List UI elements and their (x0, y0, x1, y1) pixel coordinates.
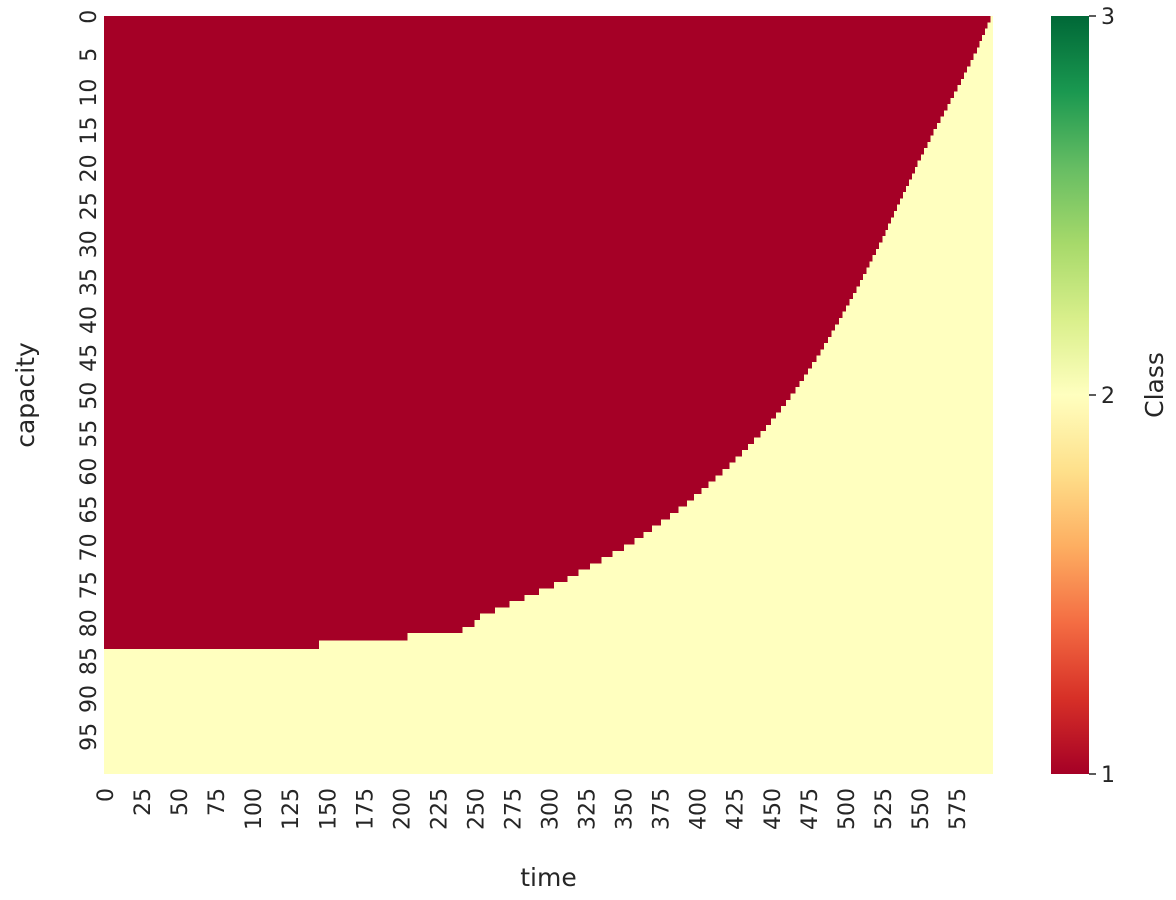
y-tick-label: 50 (77, 382, 102, 410)
x-tick-label: 525 (872, 788, 897, 830)
heatmap-plot-area (104, 16, 993, 774)
y-tick-label: 65 (77, 495, 102, 523)
x-tick-label: 300 (539, 788, 564, 830)
x-tick-label: 475 (798, 788, 823, 830)
y-tick-label: 0 (77, 10, 102, 24)
colorbar-tick-label: 1 (1101, 763, 1115, 788)
colorbar-tick-label: 3 (1101, 5, 1115, 30)
x-tick-label: 550 (909, 788, 934, 830)
x-tick-label: 375 (650, 788, 675, 830)
x-tick-label: 150 (316, 788, 341, 830)
x-axis-ticks: 0 25 50 75 100 125 150 175 200 225 250 275 300 325 350… (94, 788, 971, 830)
y-tick-label: 30 (77, 230, 102, 258)
x-axis-label: time (520, 863, 576, 892)
x-tick-label: 50 (168, 788, 193, 816)
class-1-region (104, 16, 993, 649)
y-tick-label: 55 (77, 420, 102, 448)
x-tick-label: 200 (390, 788, 415, 830)
x-tick-label: 100 (242, 788, 267, 830)
x-tick-label: 250 (464, 788, 489, 830)
y-axis-ticks: 0 5 10 15 20 25 30 35 40 45 50 55 60 65 70 75 80 85 90 95 (77, 10, 102, 751)
x-tick-label: 75 (205, 788, 230, 816)
y-tick-label: 70 (77, 533, 102, 561)
colorbar: 1 2 3 Class (1051, 5, 1169, 788)
x-tick-label: 350 (613, 788, 638, 830)
colorbar-ticks: 1 2 3 (1089, 5, 1115, 788)
y-axis-label: capacity (11, 342, 40, 448)
y-tick-label: 15 (77, 116, 102, 144)
x-tick-label: 275 (501, 788, 526, 830)
colorbar-label: Class (1140, 352, 1169, 418)
x-tick-label: 325 (576, 788, 601, 830)
x-tick-label: 225 (427, 788, 452, 830)
y-tick-label: 90 (77, 685, 102, 713)
x-tick-label: 425 (724, 788, 749, 830)
x-tick-label: 175 (353, 788, 378, 830)
y-tick-label: 5 (77, 48, 102, 62)
y-tick-label: 60 (77, 458, 102, 486)
y-tick-label: 80 (77, 609, 102, 637)
y-tick-label: 40 (77, 306, 102, 334)
y-tick-label: 35 (77, 268, 102, 296)
colorbar-tick-label: 2 (1101, 384, 1115, 409)
y-tick-label: 95 (77, 723, 102, 751)
x-tick-label: 125 (279, 788, 304, 830)
y-tick-label: 25 (77, 192, 102, 220)
y-tick-label: 20 (77, 154, 102, 182)
x-tick-label: 500 (835, 788, 860, 830)
x-tick-label: 0 (94, 788, 119, 802)
x-tick-label: 400 (687, 788, 712, 830)
colorbar-gradient (1051, 16, 1089, 774)
y-tick-label: 45 (77, 344, 102, 372)
x-tick-label: 450 (761, 788, 786, 830)
y-tick-label: 10 (77, 79, 102, 107)
x-tick-label: 25 (131, 788, 156, 816)
x-tick-label: 575 (946, 788, 971, 830)
y-tick-label: 75 (77, 571, 102, 599)
y-tick-label: 85 (77, 647, 102, 675)
